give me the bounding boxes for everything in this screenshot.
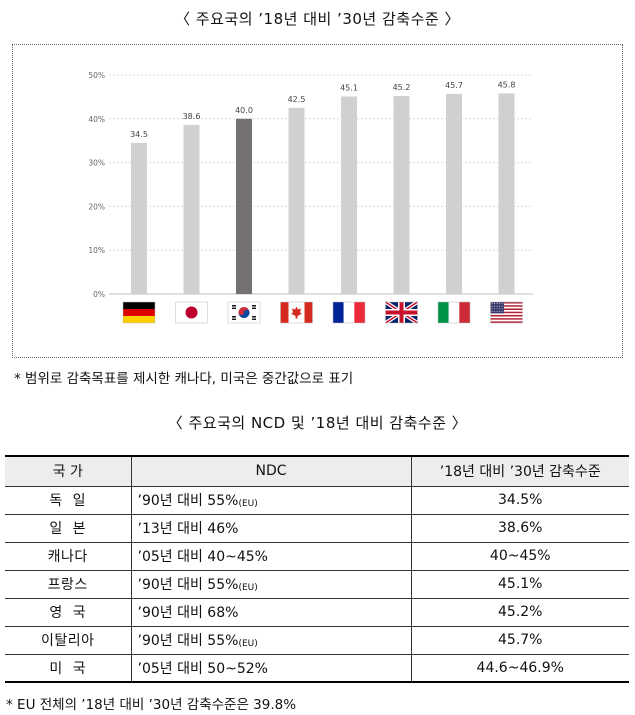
ndc-eu-note: (EU) [238, 639, 258, 649]
cell-ndc: ’90년 대비 55%(EU) [130, 569, 412, 599]
data-label: 45.2 [393, 83, 411, 92]
germany-flag-icon [122, 301, 156, 324]
cell-level: 40~45% [410, 541, 629, 571]
ndc-value: ’05년 대비 40~45% [137, 549, 268, 565]
cell-level: 44.6~46.9% [410, 653, 629, 683]
y-tick-label: 40% [88, 115, 105, 124]
data-label: 40.0 [235, 106, 253, 115]
table-row: 이탈리아 ’90년 대비 55%(EU) 45.7% [5, 625, 629, 655]
japan-flag-icon [175, 301, 208, 324]
data-label: 45.1 [340, 83, 358, 92]
data-label: 34.5 [130, 130, 148, 139]
header-level: ’18년 대비 ’30년 감축수준 [410, 455, 629, 487]
table-row: 캐나다 ’05년 대비 40~45% 40~45% [5, 541, 629, 571]
table-row: 영 국 ’90년 대비 68% 45.2% [5, 597, 629, 627]
bar [446, 93, 462, 294]
ndc-value: ’90년 대비 68% [137, 605, 239, 621]
cell-ndc: ’90년 대비 55%(EU) [130, 625, 412, 655]
table-header-row: 국 가 NDC ’18년 대비 ’30년 감축수준 [5, 455, 629, 487]
cell-ndc: ’90년 대비 55%(EU) [130, 485, 412, 515]
y-tick-label: 0% [93, 290, 105, 299]
ndc-value: ’90년 대비 55% [137, 493, 239, 509]
bar [341, 96, 357, 294]
header-ndc: NDC [130, 455, 412, 487]
y-tick-label: 20% [88, 202, 105, 211]
bar [236, 118, 252, 294]
data-label: 45.8 [498, 80, 516, 89]
cell-country: 독 일 [5, 485, 132, 515]
chart-title: 〈 주요국의 ’18년 대비 ’30년 감축수준 〉 [175, 10, 460, 28]
cell-ndc: ’05년 대비 50~52% [130, 653, 412, 683]
table-title: 〈 주요국의 NCD 및 ’18년 대비 감축수준 〉 [167, 414, 468, 432]
data-label: 42.5 [288, 95, 306, 104]
cell-ndc: ’90년 대비 68% [130, 597, 412, 627]
ndc-table: 국 가 NDC ’18년 대비 ’30년 감축수준 독 일 ’90년 대비 55%… [5, 455, 629, 683]
ndc-value: ’90년 대비 55% [137, 577, 239, 593]
chart-frame: 0% 10% 20% 30% 40% 50% 34.5 38.6 40.0 42.5 45.1 45.… [12, 44, 623, 358]
table-footnote: * EU 전체의 ’18년 대비 ’30년 감축수준은 39.8% [6, 697, 297, 713]
y-tick-label: 10% [88, 246, 105, 255]
cell-country: 프랑스 [5, 569, 132, 599]
ndc-value: ’90년 대비 55% [137, 633, 239, 649]
cell-level: 38.6% [410, 513, 629, 543]
table-row: 일 본 ’13년 대비 46% 38.6% [5, 513, 629, 543]
table-row: 미 국 ’05년 대비 50~52% 44.6~46.9% [5, 653, 629, 683]
bar-chart: 0% 10% 20% 30% 40% 50% 34.5 38.6 40.0 42.5 45.1 45.… [88, 71, 533, 325]
ndc-value: ’13년 대비 46% [137, 521, 239, 537]
cell-country: 이탈리아 [5, 625, 132, 655]
france-flag-icon [332, 301, 366, 324]
data-label: 38.6 [183, 112, 201, 121]
cell-level: 45.7% [410, 625, 629, 655]
ndc-eu-note: (EU) [238, 499, 258, 509]
usa-flag-icon [490, 301, 523, 324]
bar [131, 142, 147, 294]
header-country: 국 가 [5, 455, 132, 487]
korea-flag-icon [227, 301, 261, 324]
ndc-eu-note: (EU) [238, 583, 258, 593]
bar [183, 124, 200, 294]
italy-flag-icon [437, 301, 471, 324]
cell-level: 45.1% [410, 569, 629, 599]
cell-country: 캐나다 [5, 541, 132, 571]
cell-ndc: ’13년 대비 46% [130, 513, 412, 543]
cell-country: 영 국 [5, 597, 132, 627]
bar [498, 93, 515, 294]
bar [288, 107, 305, 294]
y-tick-label: 50% [88, 71, 105, 80]
canada-flag-icon [280, 301, 313, 324]
ndc-value: ’05년 대비 50~52% [137, 660, 268, 677]
cell-level: 34.5% [410, 485, 629, 515]
chart-footnote: * 범위로 감축목표를 제시한 캐나다, 미국은 중간값으로 표기 [14, 371, 354, 387]
table-row: 프랑스 ’90년 대비 55%(EU) 45.1% [5, 569, 629, 599]
cell-country: 미 국 [5, 653, 132, 683]
y-tick-label: 30% [88, 159, 105, 168]
cell-ndc: ’05년 대비 40~45% [130, 541, 412, 571]
table-row: 독 일 ’90년 대비 55%(EU) 34.5% [5, 485, 629, 515]
cell-country: 일 본 [5, 513, 132, 543]
cell-level: 45.2% [410, 597, 629, 627]
data-label: 45.7 [445, 81, 463, 90]
uk-flag-icon [384, 300, 419, 325]
bar [393, 96, 410, 294]
